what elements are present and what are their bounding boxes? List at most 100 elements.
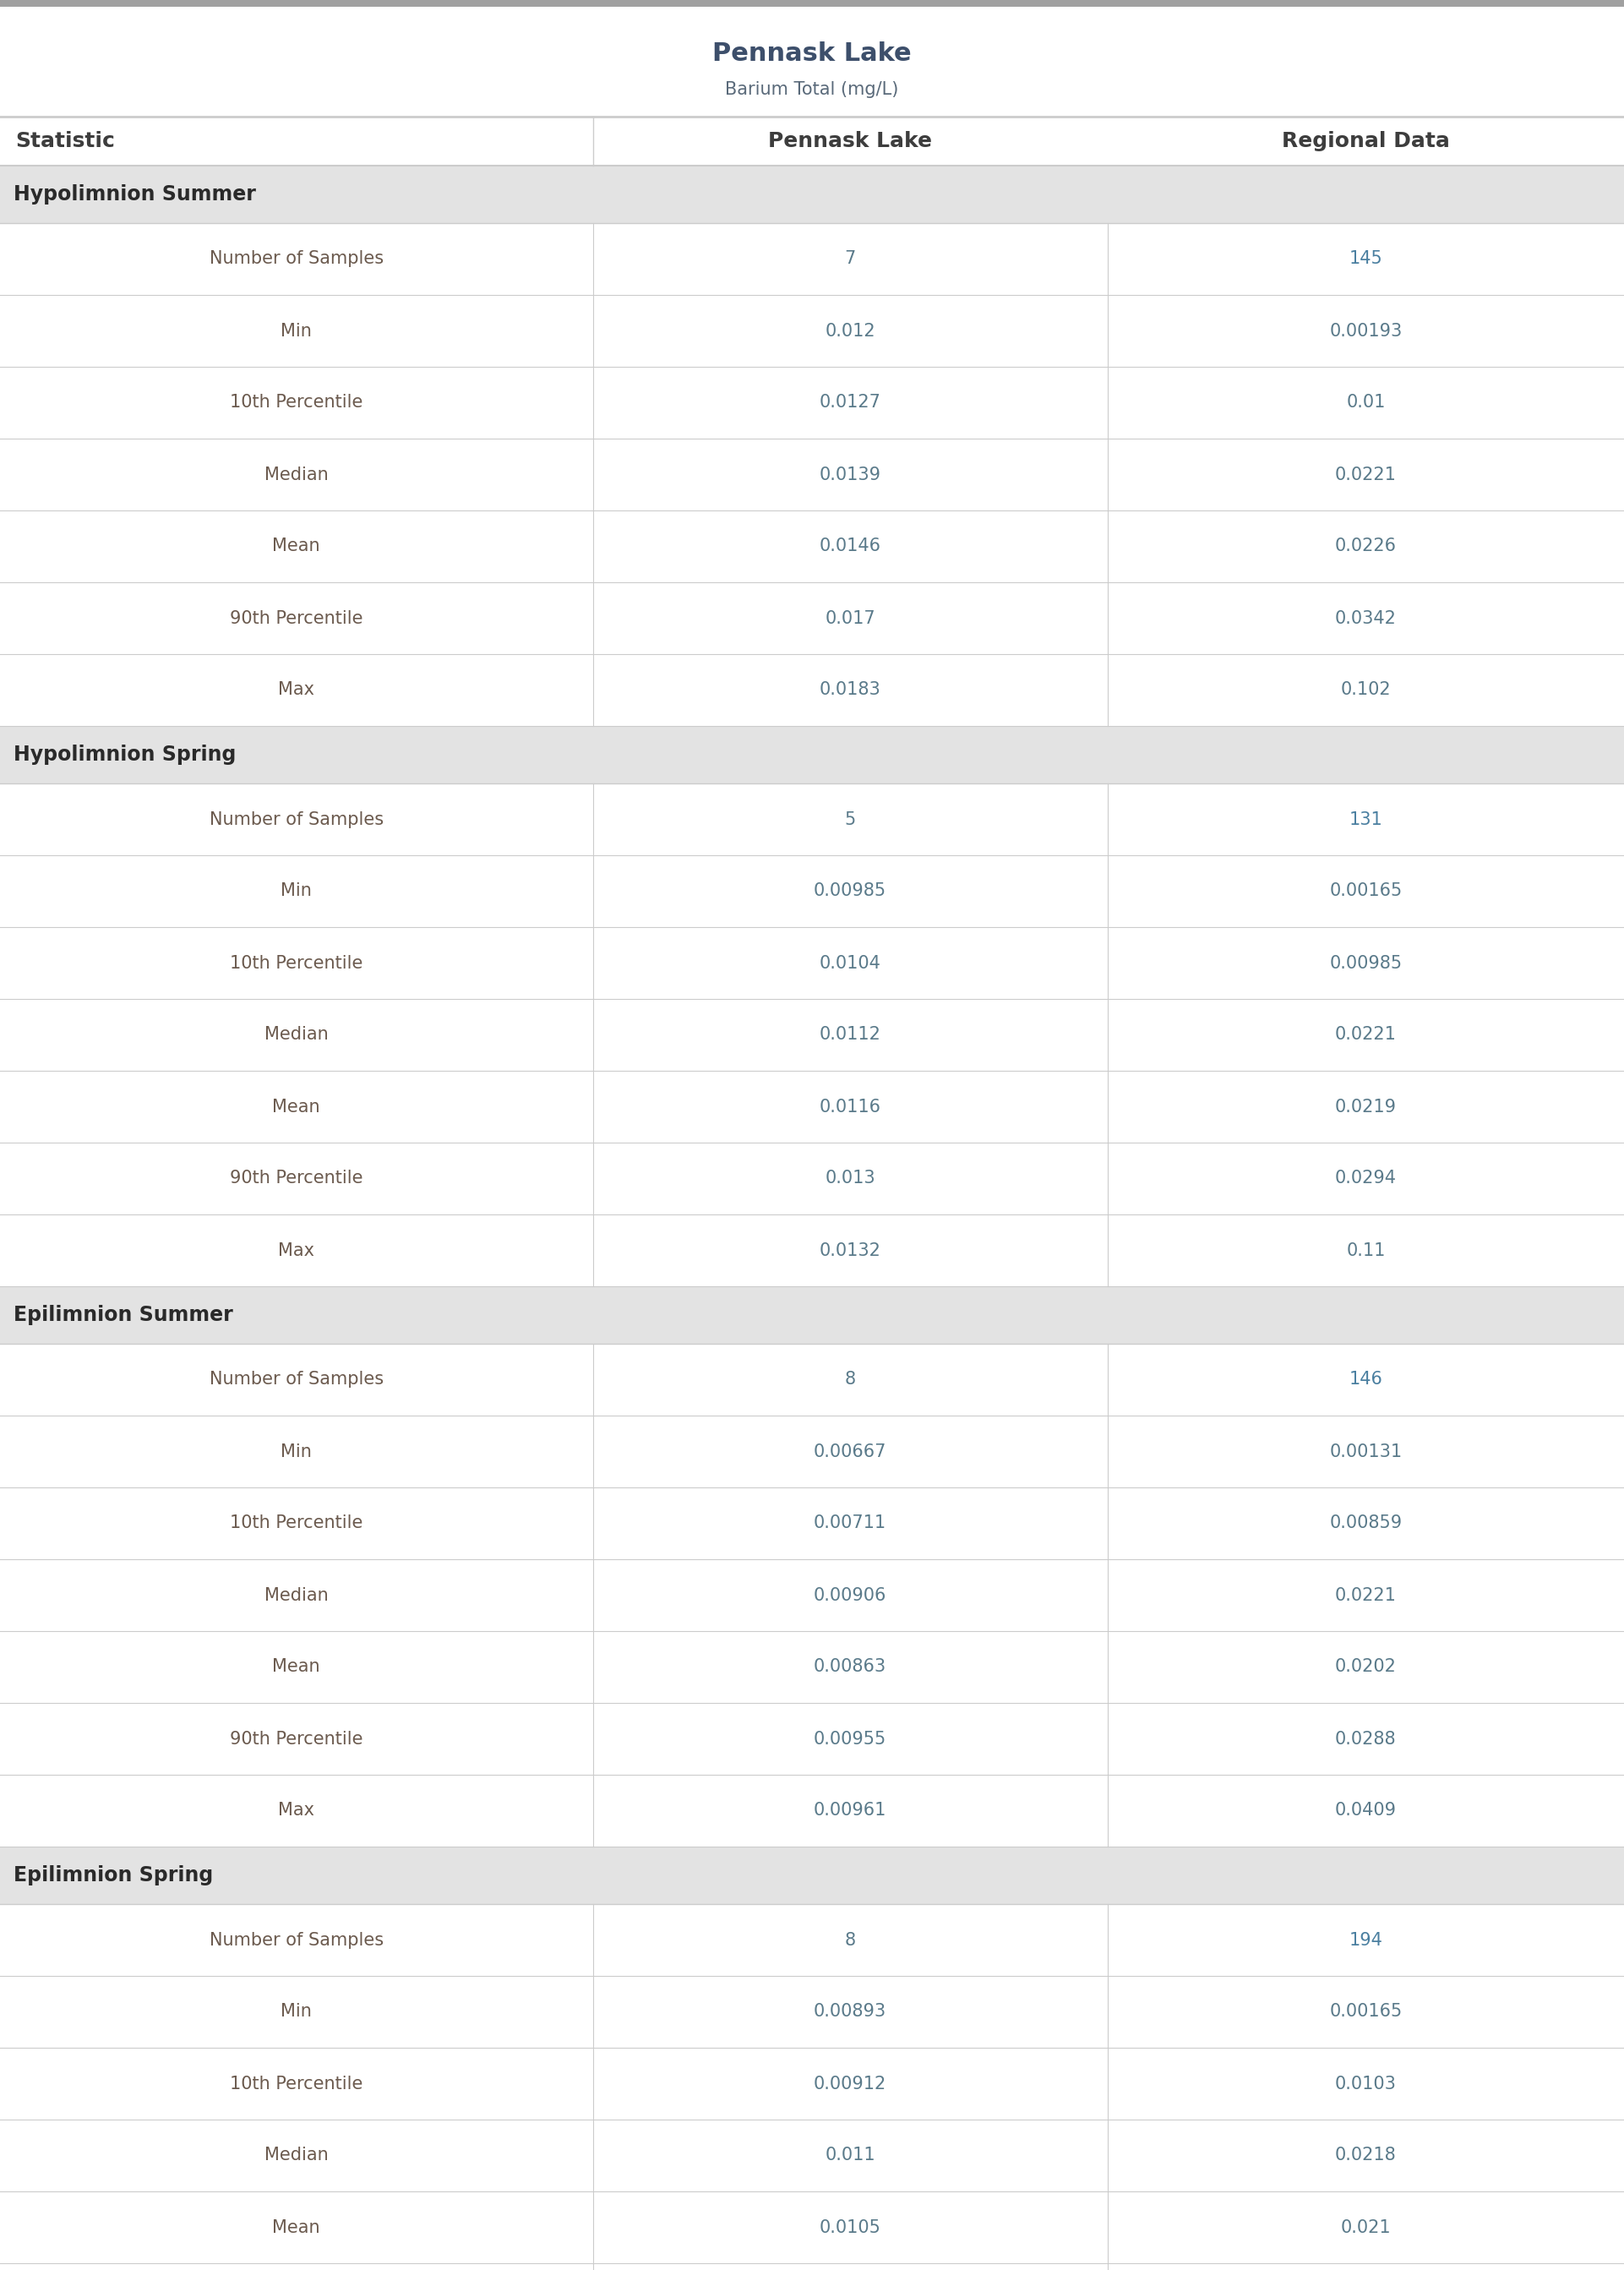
Text: Median: Median bbox=[265, 1587, 328, 1603]
Text: Pennask Lake: Pennask Lake bbox=[713, 41, 911, 66]
Bar bbox=[0, 2191, 1624, 2263]
Text: 90th Percentile: 90th Percentile bbox=[231, 611, 362, 627]
Text: 0.0221: 0.0221 bbox=[1335, 465, 1397, 484]
Text: 0.0127: 0.0127 bbox=[820, 395, 880, 411]
Bar bbox=[0, 1905, 1624, 1975]
Text: Min: Min bbox=[281, 2004, 312, 2020]
Bar bbox=[0, 116, 1624, 166]
Text: 0.00893: 0.00893 bbox=[814, 2004, 887, 2020]
Text: Hypolimnion Spring: Hypolimnion Spring bbox=[13, 745, 235, 765]
Bar bbox=[0, 654, 1624, 726]
Text: 0.0288: 0.0288 bbox=[1335, 1730, 1397, 1748]
Text: 0.11: 0.11 bbox=[1346, 1242, 1385, 1260]
Text: Min: Min bbox=[281, 322, 312, 338]
Text: Hypolimnion Summer: Hypolimnion Summer bbox=[13, 184, 257, 204]
Bar bbox=[0, 1702, 1624, 1775]
Bar bbox=[0, 1632, 1624, 1702]
Text: 0.00165: 0.00165 bbox=[1330, 2004, 1402, 2020]
Text: 10th Percentile: 10th Percentile bbox=[231, 2075, 362, 2093]
Text: 0.00955: 0.00955 bbox=[814, 1730, 887, 1748]
Bar bbox=[0, 1287, 1624, 1344]
Text: 0.0116: 0.0116 bbox=[820, 1099, 880, 1115]
Bar bbox=[0, 856, 1624, 926]
Text: 0.0132: 0.0132 bbox=[820, 1242, 880, 1260]
Bar bbox=[0, 726, 1624, 783]
Text: 0.0183: 0.0183 bbox=[820, 681, 880, 699]
Text: 0.0104: 0.0104 bbox=[820, 956, 880, 972]
Text: 0.021: 0.021 bbox=[1340, 2218, 1392, 2236]
Text: Mean: Mean bbox=[273, 538, 320, 554]
Text: 0.00906: 0.00906 bbox=[814, 1587, 887, 1603]
Bar bbox=[0, 1775, 1624, 1846]
Text: Pennask Lake: Pennask Lake bbox=[768, 132, 932, 152]
Text: 146: 146 bbox=[1350, 1371, 1382, 1389]
Text: Number of Samples: Number of Samples bbox=[209, 1371, 383, 1389]
Text: 0.011: 0.011 bbox=[825, 2147, 875, 2163]
Text: 0.0294: 0.0294 bbox=[1335, 1169, 1397, 1187]
Bar bbox=[0, 166, 1624, 222]
Bar bbox=[0, 999, 1624, 1071]
Text: Max: Max bbox=[278, 681, 315, 699]
Text: 0.00961: 0.00961 bbox=[814, 1802, 887, 1818]
Text: 90th Percentile: 90th Percentile bbox=[231, 1730, 362, 1748]
Text: Epilimnion Summer: Epilimnion Summer bbox=[13, 1305, 232, 1326]
Text: 0.01: 0.01 bbox=[1346, 395, 1385, 411]
Text: 194: 194 bbox=[1350, 1932, 1382, 1948]
Text: 0.0139: 0.0139 bbox=[820, 465, 880, 484]
Text: 0.00985: 0.00985 bbox=[814, 883, 887, 899]
Text: Mean: Mean bbox=[273, 1099, 320, 1115]
Text: 0.0202: 0.0202 bbox=[1335, 1659, 1397, 1675]
Text: 0.017: 0.017 bbox=[825, 611, 875, 627]
Text: 7: 7 bbox=[844, 250, 856, 268]
Text: Mean: Mean bbox=[273, 1659, 320, 1675]
Text: 10th Percentile: 10th Percentile bbox=[231, 956, 362, 972]
Text: 0.0146: 0.0146 bbox=[820, 538, 880, 554]
Bar bbox=[0, 783, 1624, 856]
Bar bbox=[0, 2263, 1624, 2270]
Text: Max: Max bbox=[278, 1802, 315, 1818]
Text: Regional Data: Regional Data bbox=[1281, 132, 1450, 152]
Bar bbox=[0, 583, 1624, 654]
Text: Median: Median bbox=[265, 2147, 328, 2163]
Text: 0.00859: 0.00859 bbox=[1330, 1514, 1402, 1532]
Bar bbox=[0, 295, 1624, 368]
Text: 0.013: 0.013 bbox=[825, 1169, 875, 1187]
Text: 0.0221: 0.0221 bbox=[1335, 1026, 1397, 1044]
Text: 10th Percentile: 10th Percentile bbox=[231, 395, 362, 411]
Text: 5: 5 bbox=[844, 810, 856, 829]
Bar bbox=[0, 2048, 1624, 2120]
Bar bbox=[0, 1416, 1624, 1487]
Bar bbox=[0, 1487, 1624, 1559]
Text: Barium Total (mg/L): Barium Total (mg/L) bbox=[726, 82, 898, 98]
Text: 90th Percentile: 90th Percentile bbox=[231, 1169, 362, 1187]
Text: Epilimnion Spring: Epilimnion Spring bbox=[13, 1866, 213, 1886]
Text: 0.102: 0.102 bbox=[1340, 681, 1392, 699]
Text: 0.0103: 0.0103 bbox=[1335, 2075, 1397, 2093]
Text: Min: Min bbox=[281, 1444, 312, 1460]
Text: 0.00165: 0.00165 bbox=[1330, 883, 1402, 899]
Text: 0.0218: 0.0218 bbox=[1335, 2147, 1397, 2163]
Bar bbox=[0, 926, 1624, 999]
Bar bbox=[0, 1214, 1624, 1287]
Bar bbox=[0, 1846, 1624, 1905]
Text: 0.00193: 0.00193 bbox=[1330, 322, 1402, 338]
Bar bbox=[0, 1559, 1624, 1632]
Text: 145: 145 bbox=[1350, 250, 1382, 268]
Text: 0.0226: 0.0226 bbox=[1335, 538, 1397, 554]
Text: 8: 8 bbox=[844, 1932, 856, 1948]
Bar bbox=[0, 2120, 1624, 2191]
Text: 0.012: 0.012 bbox=[825, 322, 875, 338]
Bar bbox=[0, 1975, 1624, 2048]
Bar bbox=[0, 511, 1624, 583]
Text: 0.00912: 0.00912 bbox=[814, 2075, 887, 2093]
Text: 0.00985: 0.00985 bbox=[1330, 956, 1402, 972]
Bar bbox=[0, 1071, 1624, 1142]
Text: Mean: Mean bbox=[273, 2218, 320, 2236]
Text: 0.0409: 0.0409 bbox=[1335, 1802, 1397, 1818]
Text: 0.0219: 0.0219 bbox=[1335, 1099, 1397, 1115]
Text: 0.0342: 0.0342 bbox=[1335, 611, 1397, 627]
Text: 0.0112: 0.0112 bbox=[820, 1026, 880, 1044]
Text: Max: Max bbox=[278, 1242, 315, 1260]
Text: 131: 131 bbox=[1350, 810, 1382, 829]
Text: Statistic: Statistic bbox=[15, 132, 115, 152]
